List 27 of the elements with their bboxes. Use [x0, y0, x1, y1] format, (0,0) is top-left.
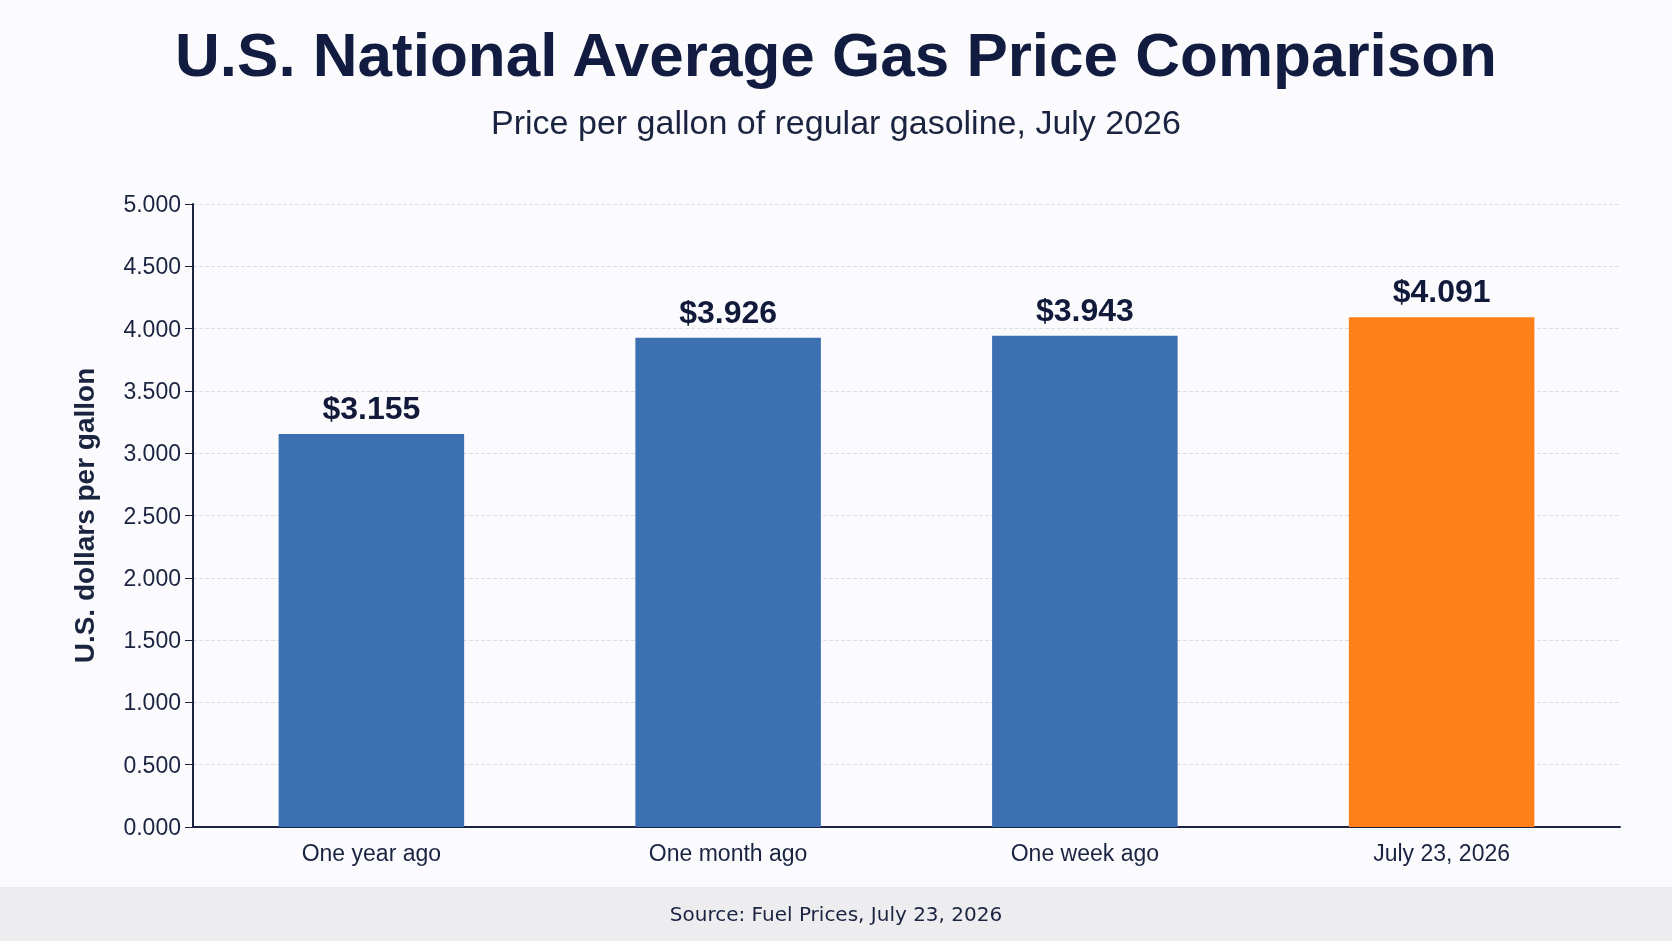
y-tick-label: 4.000 — [123, 315, 181, 342]
bar — [992, 335, 1178, 827]
data-label: $3.155 — [322, 389, 421, 426]
y-tick-label: 3.500 — [123, 377, 181, 404]
x-tick-label: One month ago — [648, 839, 808, 866]
data-label: $3.926 — [679, 293, 778, 330]
y-tick-label: 0.500 — [123, 751, 181, 778]
x-tick-label: July 23, 2026 — [1373, 839, 1511, 866]
source-note: Source: Fuel Prices, July 23, 2026 — [0, 887, 1672, 941]
bar — [1348, 317, 1535, 827]
y-tick-label: 1.500 — [123, 627, 181, 654]
y-tick-label: 3.000 — [123, 440, 181, 467]
y-axis-title: U.S. dollars per gallon — [68, 367, 100, 664]
bar — [635, 337, 821, 827]
data-label: $4.091 — [1392, 273, 1491, 310]
y-tick-label: 2.000 — [123, 564, 181, 591]
y-tick-label: 5.000 — [123, 191, 181, 217]
y-tick-label: 2.500 — [123, 502, 181, 529]
bar — [278, 433, 465, 827]
chart-title: U.S. National Average Gas Price Comparison — [175, 19, 1497, 89]
y-tick-label: 0.000 — [123, 814, 181, 840]
y-tick-label: 4.500 — [123, 253, 181, 280]
x-tick-label: One week ago — [1010, 839, 1160, 866]
chart-subtitle: Price per gallon of regular gasoline, July 2026 — [491, 103, 1181, 141]
y-tick-label: 1.000 — [123, 689, 181, 716]
data-label: $3.943 — [1035, 291, 1134, 328]
x-tick-label: One year ago — [301, 839, 442, 866]
